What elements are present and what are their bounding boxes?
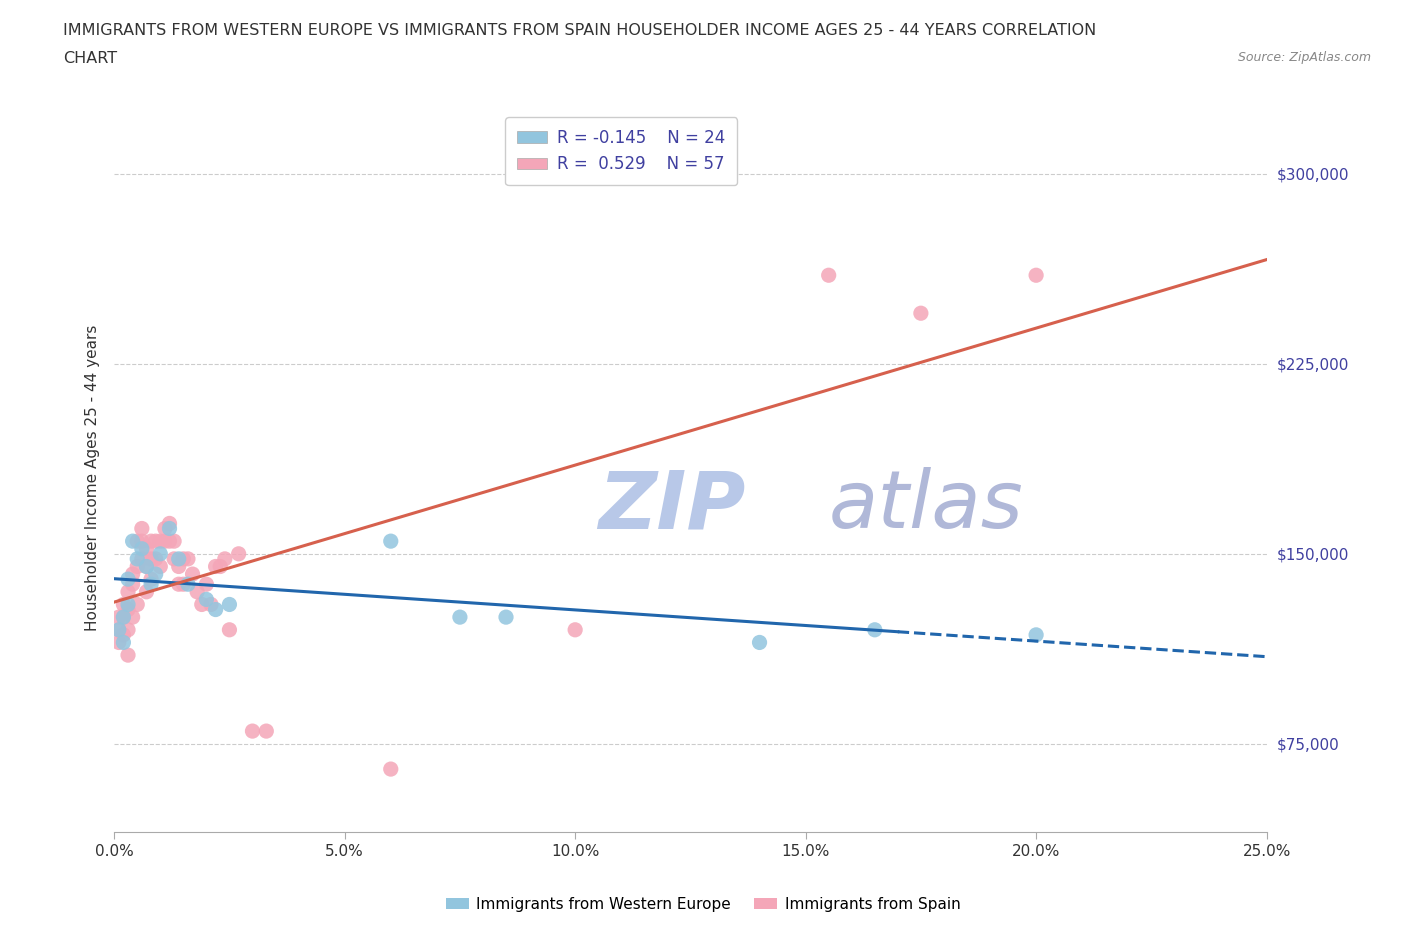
Point [131,534,153,549]
Point [112,635,135,650]
Text: atlas: atlas [828,467,1024,545]
Point [214,551,236,566]
Point [127,597,149,612]
Point [145,551,167,566]
Point [127,551,149,566]
Point [167,559,190,574]
Point [139,551,162,566]
Point [117,572,139,587]
Point [863,622,886,637]
Point [121,610,143,625]
Point [181,566,204,581]
Point [107,622,129,637]
Point [380,762,402,777]
Point [204,559,226,574]
Point [153,521,176,536]
Point [145,534,167,549]
Point [121,534,143,549]
Point [910,306,932,321]
Point [135,584,157,599]
Point [112,597,135,612]
Point [127,559,149,574]
Point [167,577,190,591]
Y-axis label: Householder Income Ages 25 - 44 years: Householder Income Ages 25 - 44 years [86,325,100,631]
Point [135,559,157,574]
Point [177,551,200,566]
Point [218,597,240,612]
Point [135,559,157,574]
Point [139,534,162,549]
Point [135,541,157,556]
Point [107,622,129,637]
Point [139,577,162,591]
Point [117,622,139,637]
Point [163,534,186,549]
Point [117,602,139,617]
Point [172,551,194,566]
Point [195,592,218,607]
Point [254,724,277,738]
Point [149,547,172,562]
Point [380,534,402,549]
Point [748,635,770,650]
Point [117,647,139,662]
Point [167,551,190,566]
Point [495,610,517,625]
Point [186,584,208,599]
Legend: Immigrants from Western Europe, Immigrants from Spain: Immigrants from Western Europe, Immigran… [440,891,966,918]
Point [127,534,149,549]
Point [149,559,172,574]
Point [228,547,250,562]
Point [112,610,135,625]
Point [218,622,240,637]
Point [242,724,264,738]
Point [145,566,167,581]
Point [195,577,218,591]
Point [449,610,471,625]
Point [117,597,139,612]
Point [131,551,153,566]
Text: IMMIGRANTS FROM WESTERN EUROPE VS IMMIGRANTS FROM SPAIN HOUSEHOLDER INCOME AGES : IMMIGRANTS FROM WESTERN EUROPE VS IMMIGR… [63,23,1097,38]
Point [112,628,135,643]
Point [159,521,181,536]
Point [209,559,232,574]
Point [159,516,181,531]
Point [149,534,172,549]
Point [1025,628,1047,643]
Point [163,551,186,566]
Point [159,534,181,549]
Point [121,577,143,591]
Point [172,577,194,591]
Point [112,610,135,625]
Text: ZIP: ZIP [598,467,745,545]
Point [117,584,139,599]
Text: Source: ZipAtlas.com: Source: ZipAtlas.com [1237,51,1371,64]
Point [121,566,143,581]
Point [564,622,586,637]
Text: CHART: CHART [63,51,117,66]
Legend: R = -0.145    N = 24, R =  0.529    N = 57: R = -0.145 N = 24, R = 0.529 N = 57 [506,117,737,185]
Point [191,597,214,612]
Point [153,534,176,549]
Point [139,572,162,587]
Point [107,635,129,650]
Point [200,597,222,612]
Point [817,268,839,283]
Point [131,521,153,536]
Point [177,577,200,591]
Point [1025,268,1047,283]
Point [204,602,226,617]
Point [107,610,129,625]
Point [131,541,153,556]
